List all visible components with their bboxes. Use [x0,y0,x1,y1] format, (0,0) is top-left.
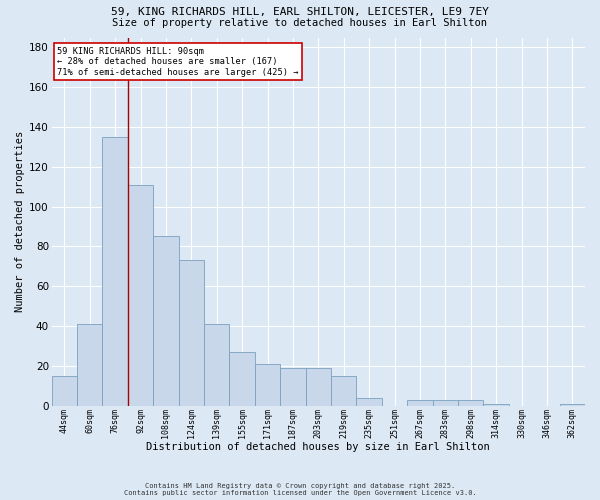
Bar [153,236,179,406]
Y-axis label: Number of detached properties: Number of detached properties [15,131,25,312]
Bar [229,352,255,406]
Bar [305,368,331,406]
Bar [356,398,382,406]
Bar [280,368,305,406]
Bar [560,404,585,406]
Bar [458,400,484,406]
Text: Size of property relative to detached houses in Earl Shilton: Size of property relative to detached ho… [113,18,487,28]
Bar [128,184,153,406]
Text: 59 KING RICHARDS HILL: 90sqm
← 28% of detached houses are smaller (167)
71% of s: 59 KING RICHARDS HILL: 90sqm ← 28% of de… [57,46,299,76]
Bar [255,364,280,406]
X-axis label: Distribution of detached houses by size in Earl Shilton: Distribution of detached houses by size … [146,442,490,452]
Text: 59, KING RICHARDS HILL, EARL SHILTON, LEICESTER, LE9 7EY: 59, KING RICHARDS HILL, EARL SHILTON, LE… [111,8,489,18]
Text: Contains HM Land Registry data © Crown copyright and database right 2025.
Contai: Contains HM Land Registry data © Crown c… [124,483,476,496]
Bar [484,404,509,406]
Bar [204,324,229,406]
Bar [407,400,433,406]
Bar [179,260,204,406]
Bar [52,376,77,406]
Bar [331,376,356,406]
Bar [77,324,103,406]
Bar [433,400,458,406]
Bar [103,137,128,406]
